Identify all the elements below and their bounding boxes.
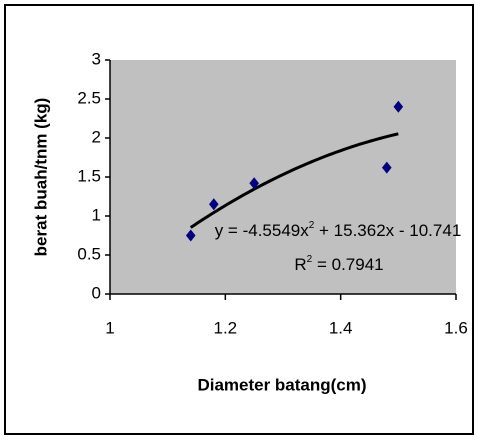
equation-part: + 15.362x - 10.741 bbox=[314, 221, 461, 240]
x-tick-label: 1.2 bbox=[214, 318, 238, 337]
y-tick-label: 2 bbox=[92, 127, 101, 146]
r-squared-part: 2 bbox=[307, 254, 313, 265]
data-point bbox=[249, 177, 259, 190]
equation-part: 2 bbox=[309, 220, 315, 231]
y-tick-label: 0 bbox=[92, 283, 101, 302]
r-squared-part: R bbox=[294, 255, 306, 274]
x-tick-label: 1.4 bbox=[329, 318, 353, 337]
x-tick-label: 1.6 bbox=[444, 318, 468, 337]
x-tick-label: 1 bbox=[105, 318, 114, 337]
x-axis-label: Diameter batang(cm) bbox=[197, 375, 366, 394]
data-point bbox=[393, 100, 404, 113]
data-point bbox=[185, 229, 196, 242]
equation-part: y = -4.5549x bbox=[215, 221, 310, 240]
r-squared-part: = 0.7941 bbox=[312, 255, 383, 274]
r-squared: R2 = 0.7941 bbox=[294, 254, 383, 275]
y-tick-label: 1.5 bbox=[77, 166, 101, 185]
y-tick-label: 0.5 bbox=[77, 244, 101, 263]
trendline-equation: y = -4.5549x2 + 15.362x - 10.741 bbox=[215, 220, 462, 241]
y-tick-label: 3 bbox=[92, 49, 101, 68]
y-tick-label: 2.5 bbox=[77, 88, 101, 107]
data-point bbox=[209, 198, 219, 211]
y-tick-label: 1 bbox=[92, 205, 101, 224]
trendline bbox=[189, 132, 399, 229]
y-axis-label: berat buah/tnm (kg) bbox=[31, 98, 50, 257]
data-point bbox=[382, 161, 392, 174]
plot-area bbox=[110, 60, 456, 294]
